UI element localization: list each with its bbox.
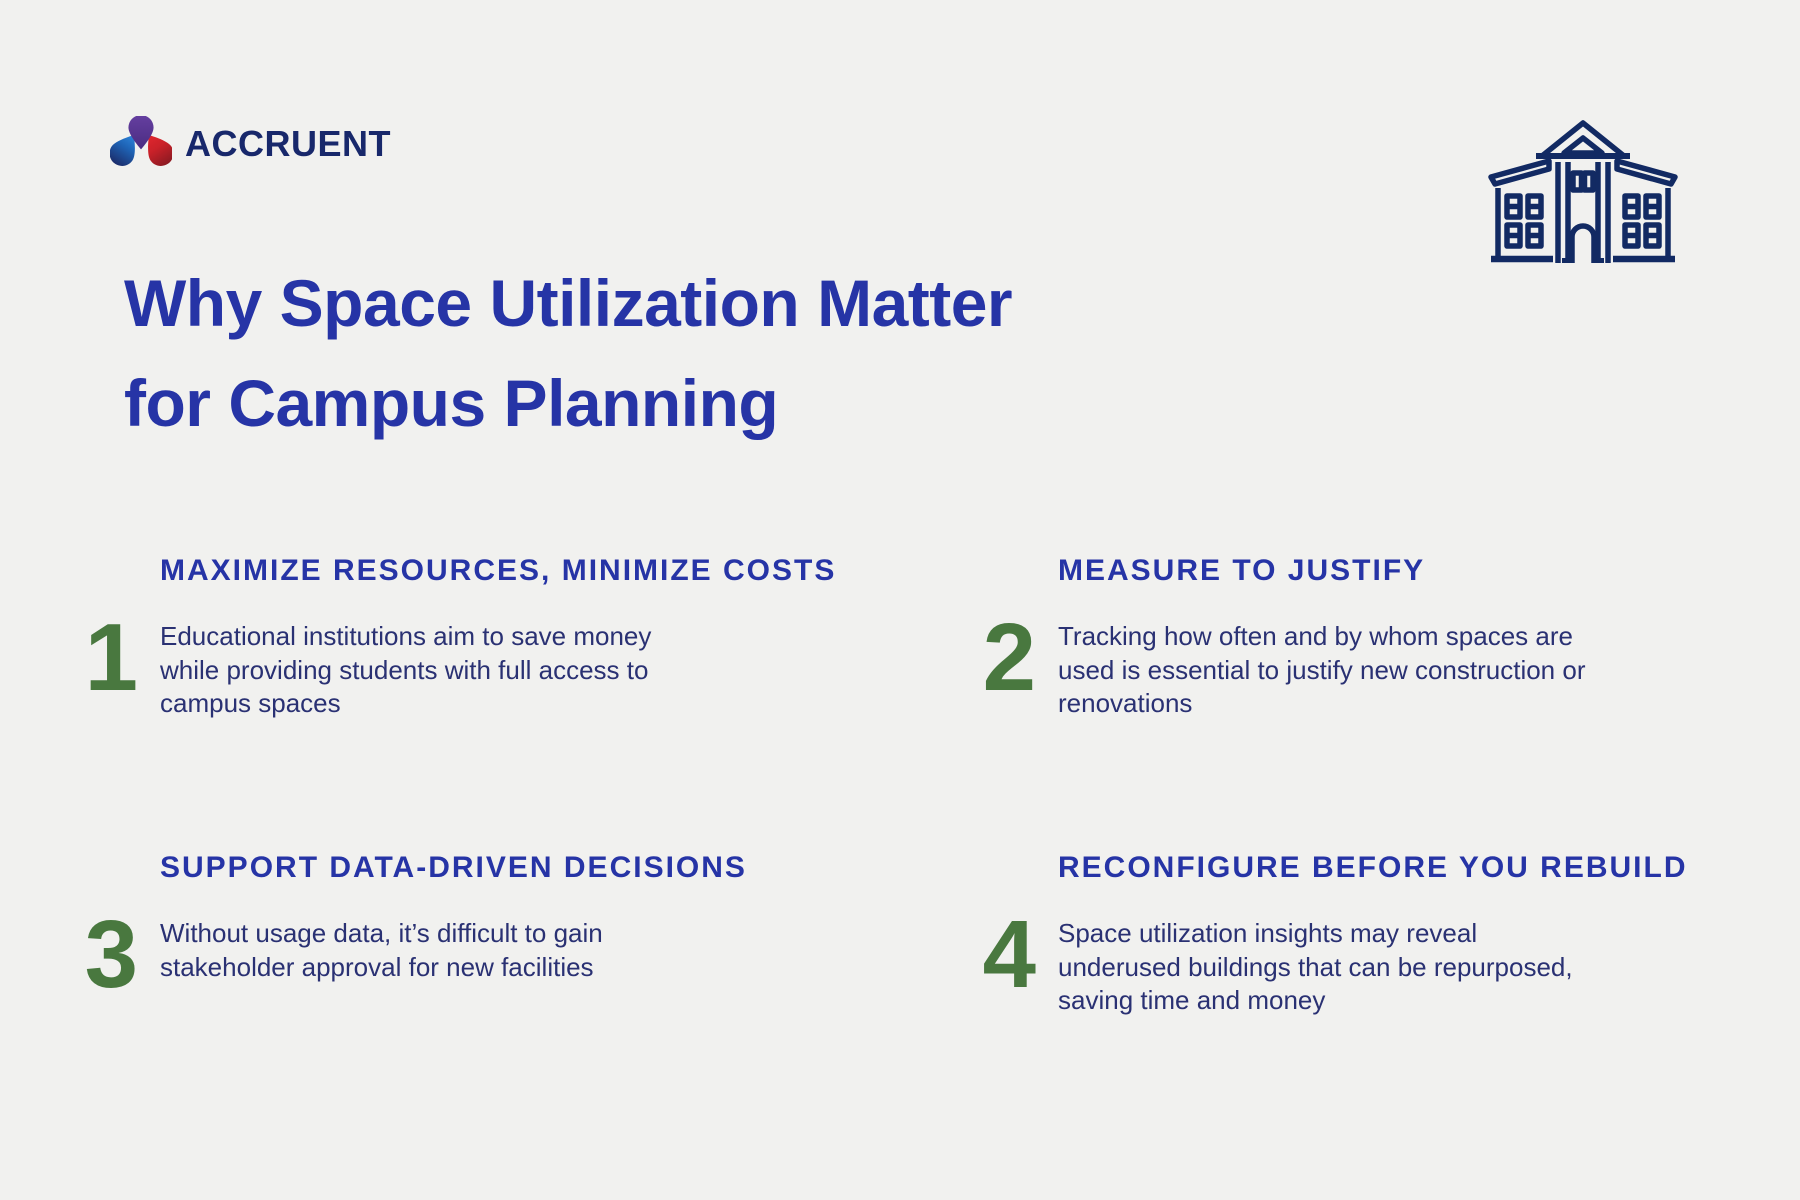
item-content: RECONFIGURE BEFORE YOU REBUILD Space uti… [1058,849,1688,1018]
accruent-logo: ACCRUENT [110,116,391,172]
page-title-line2: for Campus Planning [124,366,779,440]
item-content: MAXIMIZE RESOURCES, MINIMIZE COSTS Educa… [160,552,836,721]
item-heading: SUPPORT DATA-DRIVEN DECISIONS [160,851,747,884]
item-number: 2 [982,604,1036,711]
item-heading: MAXIMIZE RESOURCES, MINIMIZE COSTS [160,554,837,587]
item-number: 4 [982,901,1036,1008]
item-content: MEASURE TO JUSTIFY Tracking how often an… [1058,552,1585,721]
item-measure-to-justify: 2 MEASURE TO JUSTIFY Tracking how often … [966,552,1586,721]
item-body: Without usage data, it’s difficult to ga… [160,918,603,982]
item-heading: RECONFIGURE BEFORE YOU REBUILD [1058,851,1688,884]
item-body: Tracking how often and by whom spaces ar… [1058,621,1586,718]
item-body: Educational institutions aim to save mon… [160,621,652,718]
item-number: 3 [84,901,138,1008]
accruent-logo-icon [110,116,172,171]
item-heading: MEASURE TO JUSTIFY [1058,554,1426,587]
item-content: SUPPORT DATA-DRIVEN DECISIONS Without us… [160,849,747,984]
school-building-icon [1488,120,1678,263]
page-title: Why Space Utilization Matter for Campus … [124,253,1013,453]
page-title-line1: Why Space Utilization Matter [124,266,1013,340]
item-number: 1 [84,604,138,711]
item-data-driven-decisions: 3 SUPPORT DATA-DRIVEN DECISIONS Without … [68,849,747,1003]
item-body: Space utilization insights may reveal un… [1058,918,1573,1015]
item-reconfigure-before-rebuild: 4 RECONFIGURE BEFORE YOU REBUILD Space u… [966,849,1688,1018]
item-maximize-resources: 1 MAXIMIZE RESOURCES, MINIMIZE COSTS Edu… [68,552,836,721]
accruent-wordmark: ACCRUENT [185,123,391,164]
